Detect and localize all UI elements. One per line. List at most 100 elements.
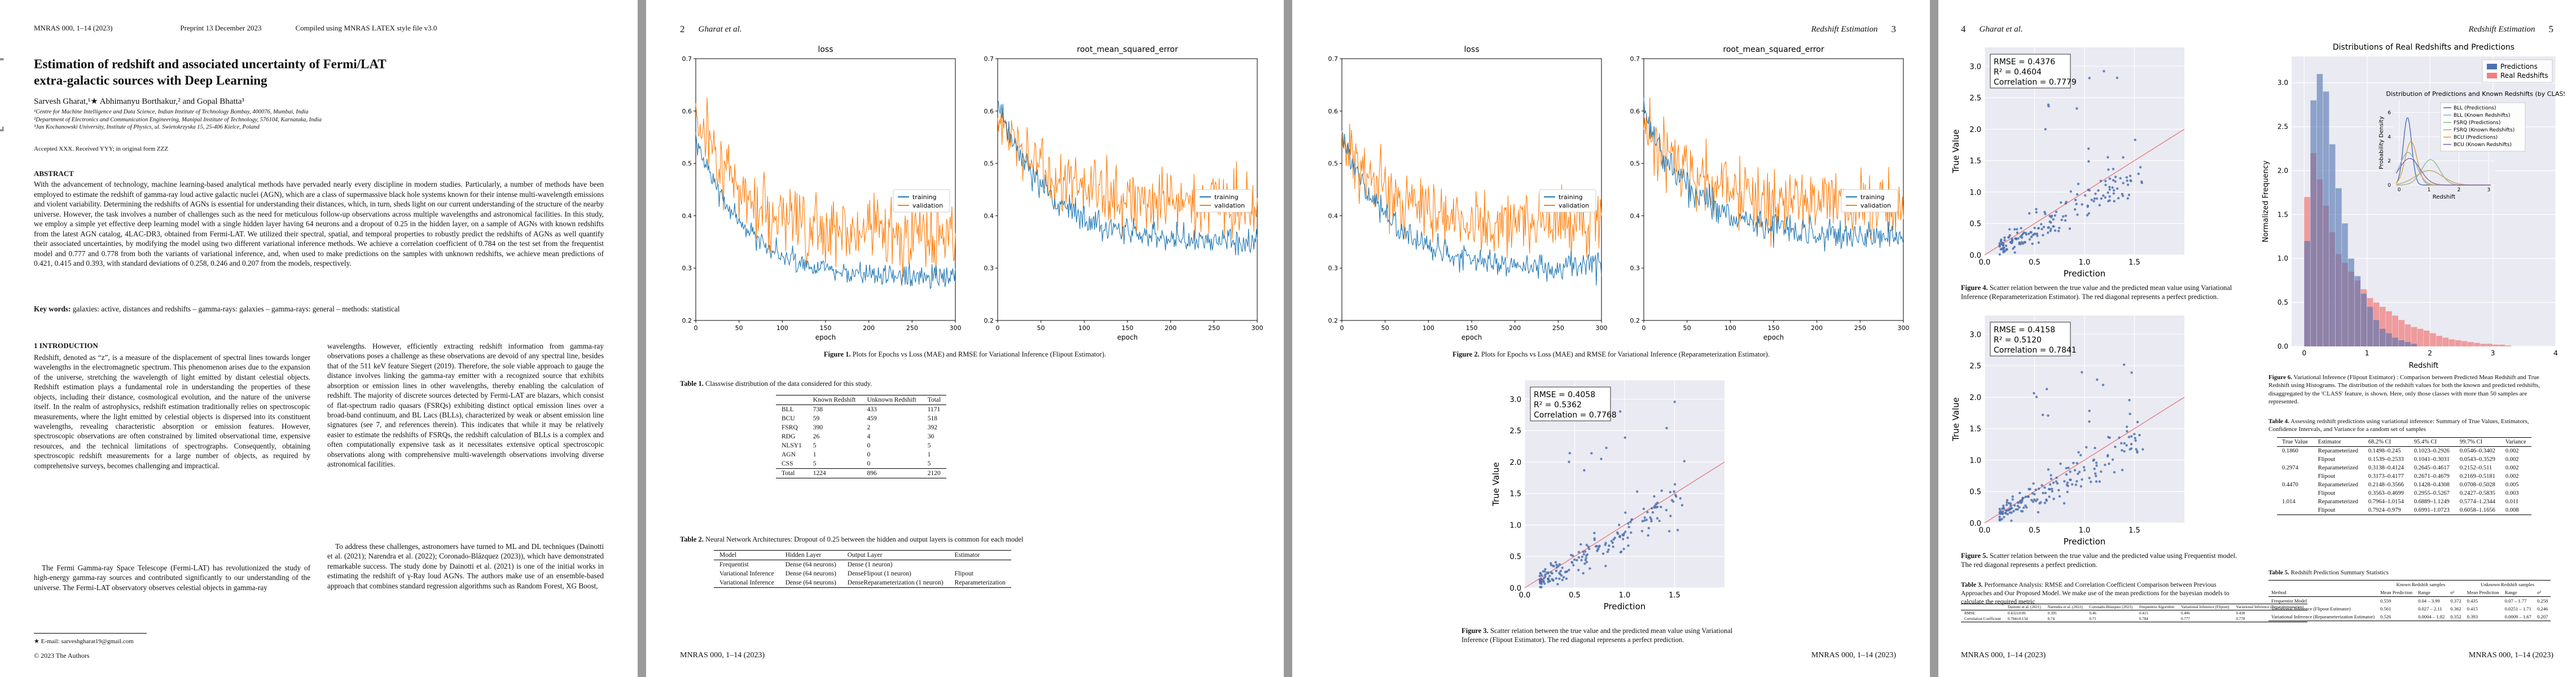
column-header: Coronado-Blázquez (2023) [2089,605,2132,609]
scatter-point [2074,208,2077,211]
stat-line: R² = 0.5120 [1994,336,2042,345]
stats-box-frame [1990,54,2071,89]
table-cell: 0.2152–0.511 [2459,465,2492,471]
y-tick-label: 2.5 [1509,427,1521,436]
scatter-point [2104,183,2107,186]
legend-label: training [1559,194,1583,201]
table-body: 0.1860 Reparameterized 0.1498–0.245 0.1023–… [2277,447,2531,515]
table-row: RMSE 0.432±0.06 0.395 0.46 0.415 0.406 0.438 [1961,610,2307,617]
scatter-point [1656,505,1659,508]
y-tick-label: 1.0 [1509,521,1521,530]
x-tick-label: 0.0 [1519,591,1531,600]
prediction-bar [2348,258,2354,346]
scatter-point [2095,197,2099,200]
column-header [776,395,808,405]
scatter-point [1555,564,1558,566]
x-tick-label: 200 [1811,324,1823,332]
y-tick-label: 0.2 [1630,317,1640,324]
table-cell: FSRQ [782,424,798,431]
scatter-point [1619,410,1622,413]
table-cell: 1171 [927,406,941,413]
scatter-point [1643,516,1646,519]
scatter-point [2094,192,2097,195]
scatter-point [2136,420,2139,424]
scatter-point [1551,578,1554,581]
scatter-point [1568,452,1571,455]
scatter-point [2029,487,2031,491]
abstract-heading: ABSTRACT [34,169,74,178]
column-header: Variational Inference (Flipout) [2180,605,2230,609]
scatter-point [2100,470,2103,473]
scatter-point [2125,176,2128,179]
scatter-point [2108,199,2111,202]
column-header: Estimator [2318,439,2341,445]
table-cell: 0.003 [2505,490,2519,496]
inset-y-tick-label: 4 [2388,134,2391,140]
scatter-point [2034,232,2037,235]
column-header: Mean Prediction [2467,590,2499,595]
scatter-point [1555,566,1559,569]
scatter-point [2041,414,2044,416]
legend-label: validation [912,202,943,209]
legend-box [2482,59,2553,83]
y-tick-label: 2.0 [1509,459,1521,467]
real-bar [2392,315,2398,346]
scatter-point [1649,516,1652,519]
scatter-point [2024,504,2027,507]
scatter-point [2076,213,2079,216]
scatter-point [2005,503,2008,507]
table-cell: CSS [782,460,793,467]
scatter-point [2020,236,2024,239]
table-cell: 1 [813,451,817,458]
scatter-point [2079,454,2082,456]
scatter-point [2048,488,2051,491]
scatter-point [1541,578,1544,582]
table-cell: 0.008 [2505,507,2519,513]
scatter-point [2035,208,2038,210]
scatter-point [2062,502,2066,505]
scatter-point [2122,156,2125,159]
scatter-point [2126,430,2129,433]
x-axis-label: Prediction [2064,269,2106,279]
scatter-point [2129,174,2132,177]
y-tick-label: 0.5 [1969,220,1981,228]
scatter-point [2048,495,2051,498]
inset-x-tick-label: 1 [2428,187,2431,193]
header-row: Method Mean Prediction Range σ² Mean Predict… [2268,588,2551,597]
x-tick-label: 3 [2491,349,2495,357]
x-tick-label: 100 [1423,324,1434,332]
scatter-point [1601,552,1605,555]
table-cell: 0.2427–0.5835 [2459,490,2495,496]
scatter-point [2100,197,2103,200]
scatter-point [1617,533,1620,535]
scatter-point [2047,231,2050,234]
fig5-text: Scatter relation between the true value … [1961,552,2237,569]
scatter-point [1640,530,1644,533]
y-tick-label: 0.7 [1630,55,1640,63]
scatter-point [2020,502,2022,504]
scatter-point [1669,491,1671,494]
prediction-bar [2336,188,2342,346]
fig3-scatter-chart: 0.0 0.5 1.0 1.5 2.0 2.5 3.0 0.0 0.5 1.0 1.5 Predict… [1490,372,1732,615]
scatter-point [1585,554,1588,557]
scatter-point [2084,194,2087,197]
scatter-point [2000,518,2003,521]
group-header-known: Known Redshift samples [2396,582,2446,587]
y-tick-label: 0.5 [1630,160,1640,168]
scatter-point [2119,177,2122,180]
real-bar [2474,342,2480,346]
table-cell [2277,506,2313,515]
scatter-point [1568,569,1570,572]
scatter-point [2127,436,2131,438]
x-tick-label: 0 [996,324,1000,332]
y-tick-label: 0.3 [984,265,994,272]
scatter-point [2069,190,2072,193]
scatter-point [1655,503,1657,505]
table-body: BLL 738 433 1171 BCU 59 459 518 FSRQ 390 2 392 RDG 26… [776,405,947,478]
table-row: 0.2974 Reparameterized 0.3138–0.4124 0.2645… [2277,464,2531,472]
inset-legend-label: BCU (Known Redshifts) [2454,142,2512,148]
scatter-point [2065,483,2069,486]
scatter-point [1651,511,1655,514]
scatter-point [1539,572,1542,575]
